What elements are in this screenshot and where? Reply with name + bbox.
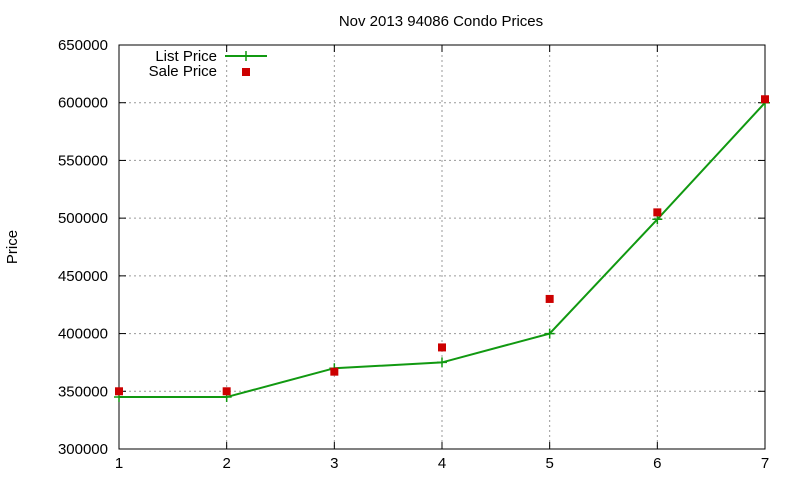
grid — [119, 45, 765, 449]
series-area — [114, 95, 770, 403]
y-axis-label: Price — [4, 230, 21, 264]
y-tick-label: 300000 — [58, 441, 108, 458]
legend-marker-sale-price — [242, 68, 250, 76]
legend-label-sale-price: Sale Price — [149, 63, 217, 80]
sale-price-point — [653, 208, 662, 217]
y-tick-label: 450000 — [58, 268, 108, 285]
x-axis: 1 2 3 4 5 6 7 — [115, 455, 769, 472]
sale-price-point — [545, 294, 554, 303]
y-tick-label: 400000 — [58, 326, 108, 343]
list-price-point — [544, 328, 555, 339]
y-tick-label: 550000 — [58, 152, 108, 169]
y-tick-label: 600000 — [58, 95, 108, 112]
sale-price-point — [330, 367, 339, 376]
legend-marker-list-price — [241, 51, 251, 61]
y-axis: 300000 350000 400000 450000 500000 550000 6000… — [58, 37, 108, 458]
x-tick-label: 3 — [330, 455, 338, 472]
chart-title: Nov 2013 94086 Condo Prices — [339, 13, 543, 30]
y-tick-label: 500000 — [58, 210, 108, 227]
sale-price-point — [438, 343, 446, 352]
y-tick-label: 650000 — [58, 37, 108, 54]
legend-label-list-price: List Price — [155, 48, 217, 65]
y-tick-label: 350000 — [58, 383, 108, 400]
x-tick-label: 5 — [545, 455, 553, 472]
list-price-point — [437, 357, 447, 368]
x-tick-label: 2 — [222, 455, 230, 472]
x-tick-label: 1 — [115, 455, 123, 472]
sale-price-point — [761, 95, 769, 104]
x-tick-label: 6 — [653, 455, 661, 472]
sale-price-point — [222, 387, 231, 396]
sale-price-point — [115, 387, 123, 396]
x-tick-label: 7 — [761, 455, 769, 472]
axis-ticks — [118, 44, 766, 450]
legend: List Price Sale Price — [149, 48, 267, 80]
x-tick-label: 4 — [438, 455, 446, 472]
